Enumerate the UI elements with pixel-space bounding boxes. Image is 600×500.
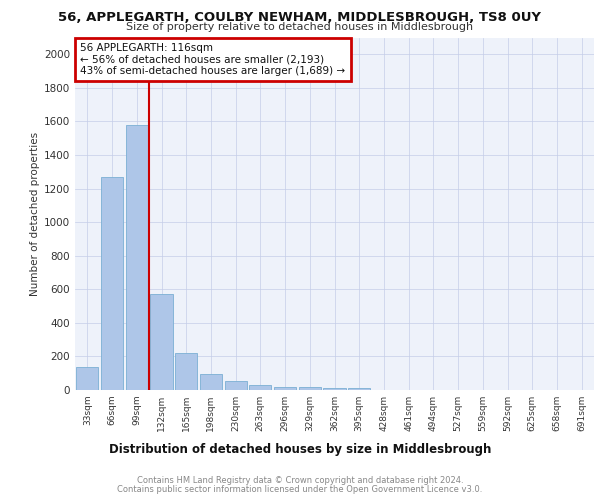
Bar [299,388,321,390]
Text: 56, APPLEGARTH, COULBY NEWHAM, MIDDLESBROUGH, TS8 0UY: 56, APPLEGARTH, COULBY NEWHAM, MIDDLESBR… [59,11,542,24]
Bar [323,388,346,390]
Bar [224,381,247,390]
Y-axis label: Number of detached properties: Number of detached properties [30,132,40,296]
Bar [274,386,296,390]
Text: Contains public sector information licensed under the Open Government Licence v3: Contains public sector information licen… [118,485,482,494]
Bar [249,385,271,390]
Bar [125,125,148,390]
Text: Size of property relative to detached houses in Middlesbrough: Size of property relative to detached ho… [127,22,473,32]
Bar [200,374,222,390]
Text: 56 APPLEGARTH: 116sqm
← 56% of detached houses are smaller (2,193)
43% of semi-d: 56 APPLEGARTH: 116sqm ← 56% of detached … [80,43,346,76]
Bar [151,294,173,390]
Bar [175,353,197,390]
Text: Contains HM Land Registry data © Crown copyright and database right 2024.: Contains HM Land Registry data © Crown c… [137,476,463,485]
Bar [76,366,98,390]
Text: Distribution of detached houses by size in Middlesbrough: Distribution of detached houses by size … [109,442,491,456]
Bar [101,177,123,390]
Bar [348,388,370,390]
